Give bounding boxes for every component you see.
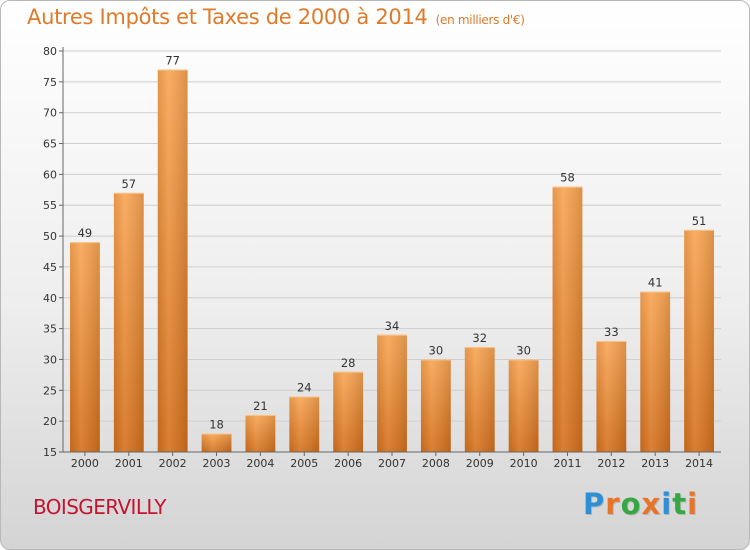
x-tick-label: 2003 xyxy=(203,457,231,470)
y-tick-label: 80 xyxy=(43,45,57,58)
y-tick-label: 75 xyxy=(43,76,57,89)
x-tick-label: 2001 xyxy=(115,457,143,470)
x-tick-label: 2010 xyxy=(510,457,538,470)
bar-shade xyxy=(70,242,100,452)
y-tick-label: 65 xyxy=(43,138,57,151)
data-label: 34 xyxy=(385,319,400,333)
bar-shade xyxy=(552,186,583,452)
x-tick-label: 2012 xyxy=(597,457,625,470)
bar-shade xyxy=(157,69,188,452)
data-label: 49 xyxy=(78,226,93,240)
data-label: 21 xyxy=(253,399,268,413)
bar-shade xyxy=(684,229,714,452)
y-tick-label: 70 xyxy=(43,107,57,120)
place-name: BOISGERVILLY xyxy=(33,495,166,519)
bar-shade xyxy=(289,396,320,452)
x-tick-label: 2006 xyxy=(334,457,362,470)
x-tick-label: 2000 xyxy=(71,457,99,470)
bar-shade xyxy=(113,192,144,452)
data-label: 30 xyxy=(516,343,531,357)
logo-letter: i xyxy=(687,487,699,521)
data-label: 51 xyxy=(692,214,707,228)
x-tick-label: 2011 xyxy=(553,457,581,470)
bar-shade xyxy=(333,371,364,452)
x-tick-label: 2007 xyxy=(378,457,406,470)
x-tick-label: 2005 xyxy=(290,457,318,470)
data-label: 41 xyxy=(648,276,663,290)
data-label: 28 xyxy=(341,356,356,370)
y-tick-label: 50 xyxy=(43,230,57,243)
y-tick-label: 55 xyxy=(43,199,57,212)
data-label: 58 xyxy=(560,171,575,185)
bar-shade xyxy=(245,414,276,452)
logo-letter: x xyxy=(641,487,662,521)
y-tick-label: 30 xyxy=(43,353,57,366)
logo-letter: P xyxy=(583,487,606,521)
data-label: 18 xyxy=(209,417,224,431)
y-tick-label: 40 xyxy=(43,292,57,305)
bar-shade xyxy=(508,359,539,452)
chart-subtitle: (en milliers d'€) xyxy=(435,13,525,27)
y-tick-label: 15 xyxy=(43,446,57,459)
data-label: 24 xyxy=(297,380,312,394)
y-tick-label: 25 xyxy=(43,384,57,397)
axes: 15 20 25 30 35 40 45 50 55 60 65 70 75 80 2000 2001 2002… xyxy=(43,45,721,470)
y-tick-label: 45 xyxy=(43,261,57,274)
logo-letter: i xyxy=(661,487,673,521)
x-tick-label: 2002 xyxy=(159,457,187,470)
data-label: 30 xyxy=(429,343,444,357)
bar-shade xyxy=(464,347,495,452)
bar-shade xyxy=(420,359,451,452)
logo-letter: o xyxy=(620,487,642,521)
bar-shade xyxy=(201,433,232,452)
bar-shade xyxy=(377,334,407,452)
y-tick-label: 20 xyxy=(43,415,57,428)
data-label: 57 xyxy=(121,177,136,191)
y-tick-label: 35 xyxy=(43,323,57,336)
data-label: 33 xyxy=(604,325,619,339)
bar-shade xyxy=(640,291,671,452)
x-tick-label: 2014 xyxy=(685,457,713,470)
x-tick-label: 2009 xyxy=(466,457,494,470)
chart-title: Autres Impôts et Taxes de 2000 à 2014 (en… xyxy=(27,5,525,29)
x-tick-label: 2004 xyxy=(246,457,274,470)
x-tick-label: 2013 xyxy=(641,457,669,470)
logo-letter: r xyxy=(605,487,621,521)
bars: 49 57 77 18 21 24 28 34 30 32 30 58 33 41 51 xyxy=(70,54,714,452)
logo-letter: t xyxy=(672,487,688,521)
data-label: 32 xyxy=(472,331,487,345)
data-label: 77 xyxy=(165,54,180,68)
proxiti-logo: Proxiti xyxy=(583,487,698,521)
bar-shade xyxy=(596,340,627,452)
x-tick-label: 2008 xyxy=(422,457,450,470)
y-tick-label: 60 xyxy=(43,168,57,181)
